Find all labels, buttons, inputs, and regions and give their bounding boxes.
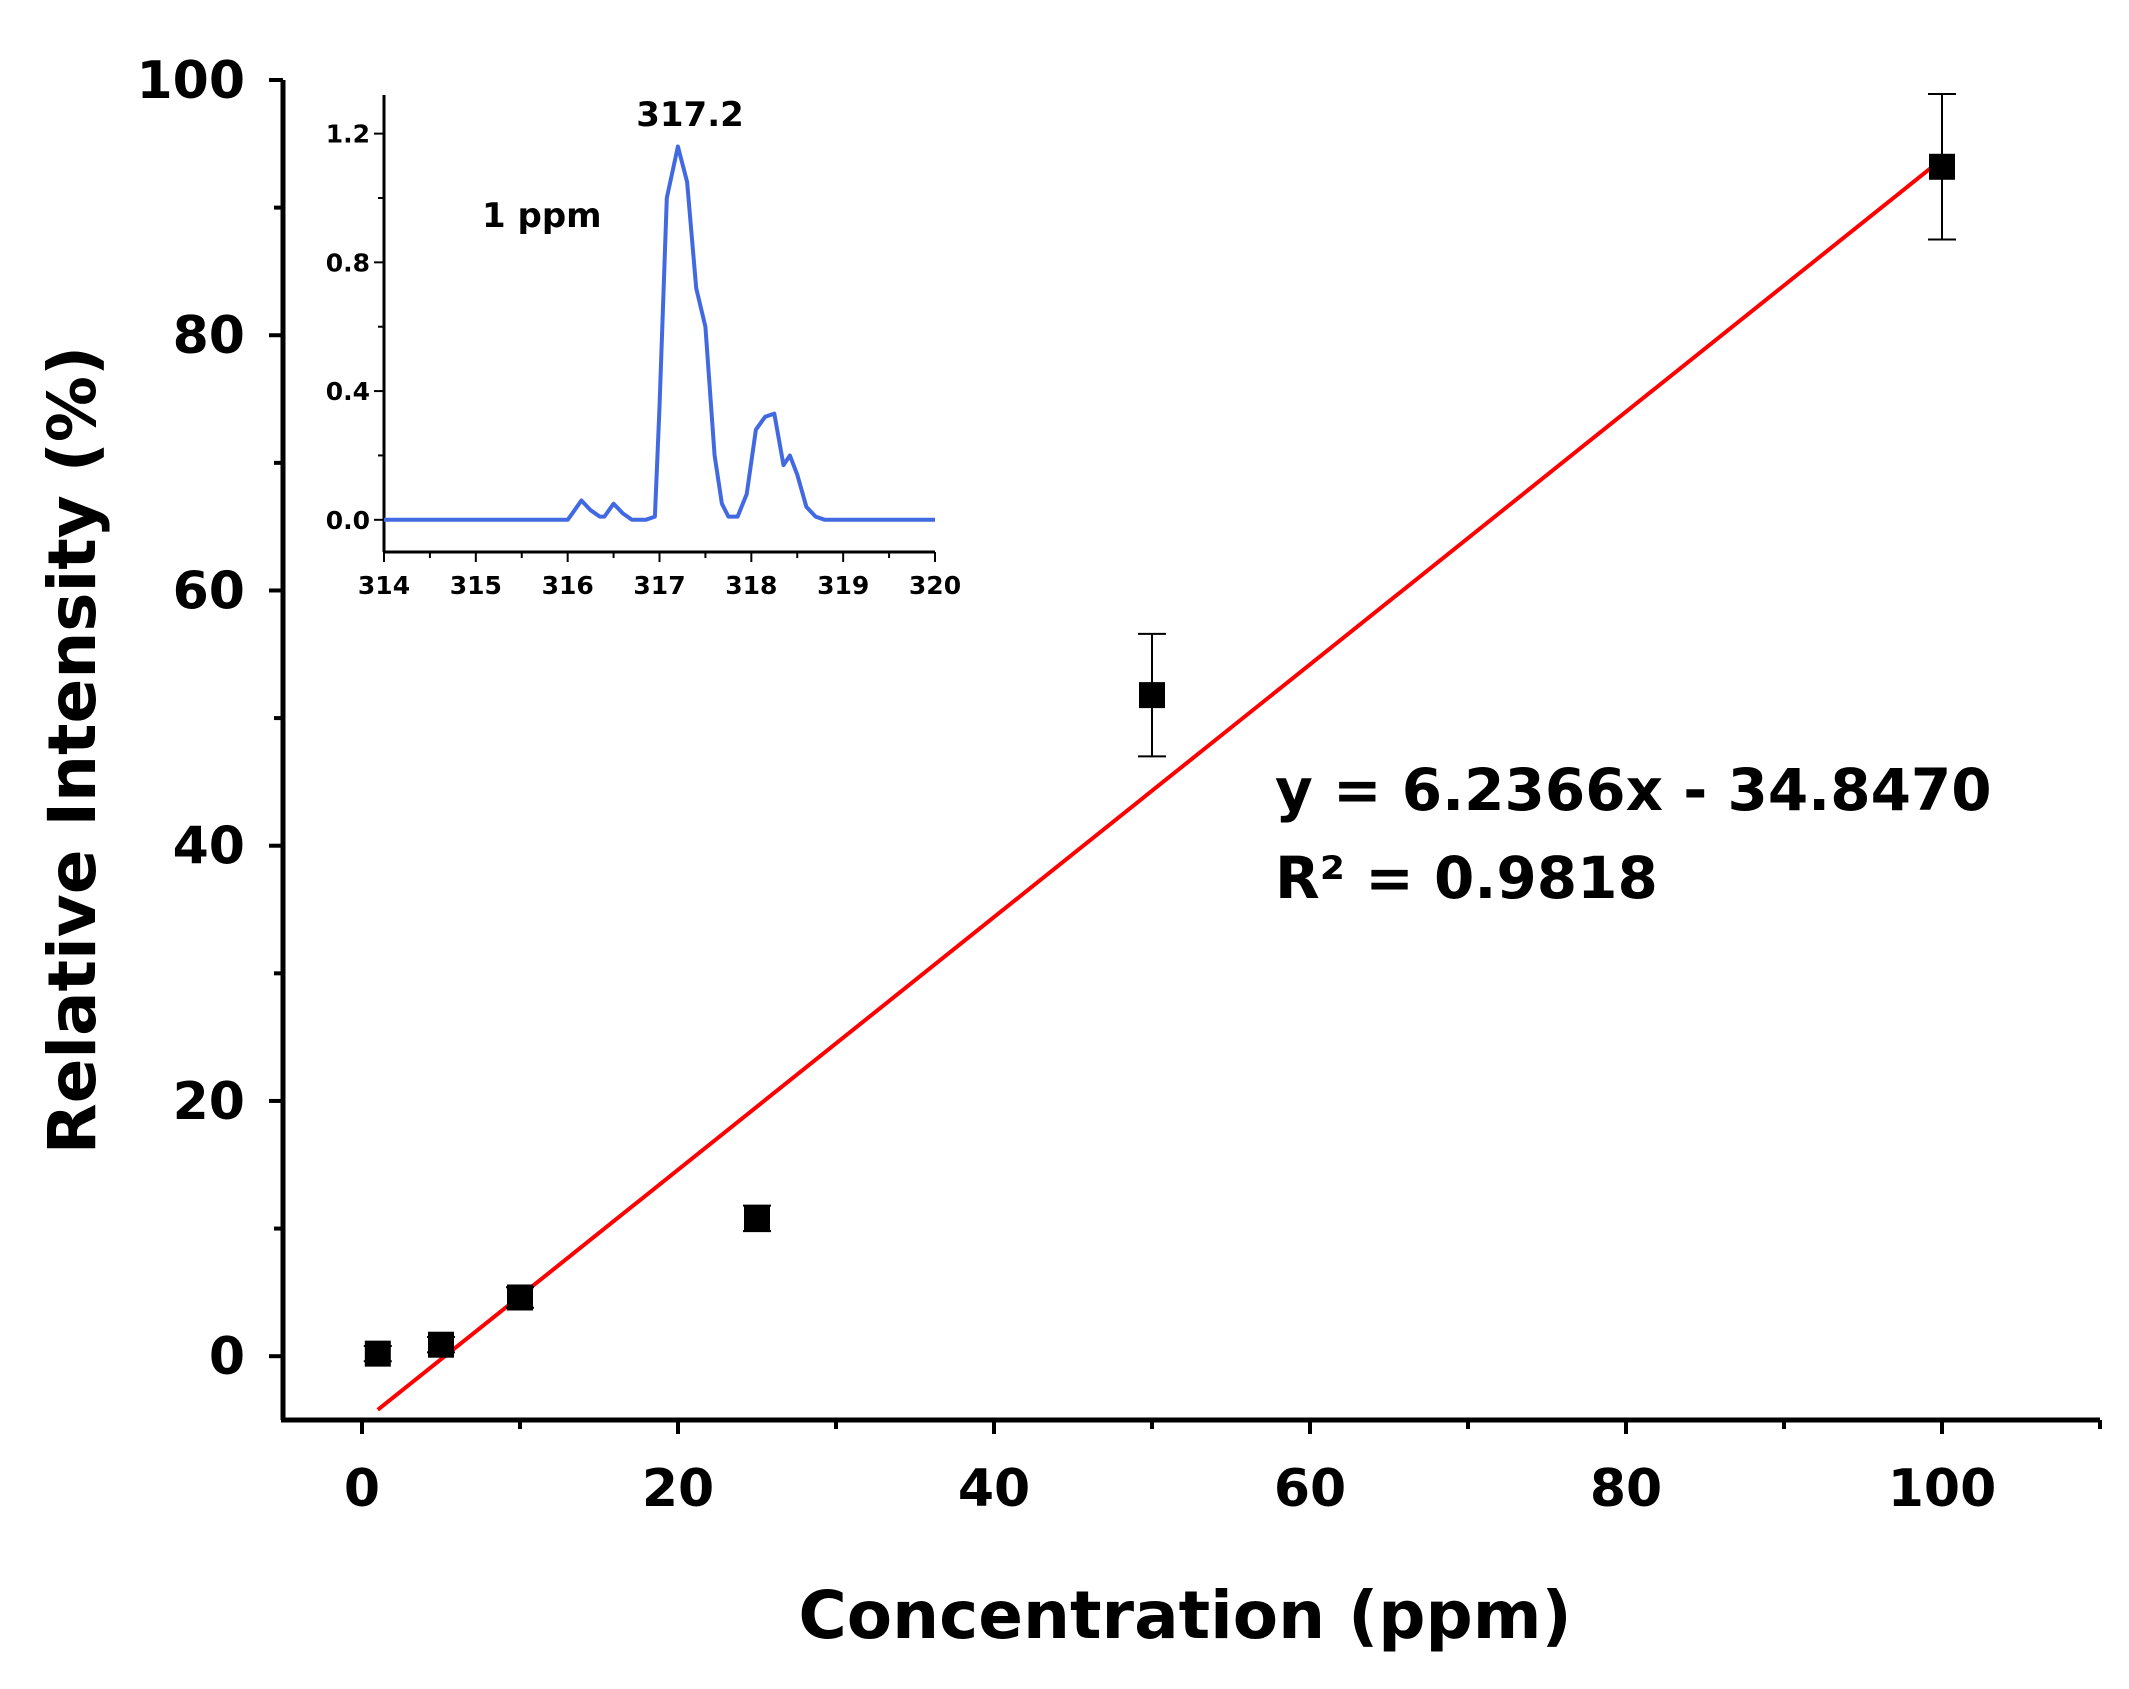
fit-equation: y = 6.2366x - 34.8470 bbox=[1275, 756, 1992, 824]
x-tick-label: 80 bbox=[1590, 1459, 1662, 1519]
inset-y-tick-label: 1.2 bbox=[326, 120, 370, 149]
y-axis-title: Relative Intensity (%) bbox=[34, 346, 111, 1154]
x-tick-label: 40 bbox=[958, 1459, 1030, 1519]
main-axes bbox=[280, 80, 2100, 1423]
data-point bbox=[1139, 682, 1165, 709]
x-axis-title: Concentration (ppm) bbox=[798, 1577, 1571, 1654]
inset-x-tick-label: 314 bbox=[358, 571, 410, 600]
data-point bbox=[507, 1284, 533, 1311]
fit-r-squared: R² = 0.9818 bbox=[1275, 844, 1658, 912]
fit-layer bbox=[376, 157, 1944, 1412]
data-point bbox=[364, 1340, 391, 1367]
inset-spectrum-line bbox=[384, 144, 935, 522]
inset-concentration-label: 1 ppm bbox=[482, 196, 602, 236]
y-tick-label: 100 bbox=[136, 51, 245, 111]
inset-x-tick-label: 316 bbox=[542, 571, 594, 600]
main-ticks: 0 20 40 60 80 100 0 20 40 60 80 100 bbox=[136, 51, 2102, 1519]
inset-x-tick-label: 320 bbox=[909, 571, 961, 600]
x-tick-label: 100 bbox=[1888, 1459, 1997, 1519]
points-layer bbox=[363, 93, 1956, 1367]
data-point bbox=[744, 1205, 770, 1232]
y-tick-label: 80 bbox=[173, 306, 245, 366]
x-tick-label: 60 bbox=[1274, 1459, 1346, 1519]
inset-x-tick-label: 317 bbox=[633, 571, 685, 600]
y-tick-label: 20 bbox=[173, 1072, 245, 1132]
inset-x-tick-label: 315 bbox=[450, 571, 502, 600]
fit-line bbox=[376, 157, 1944, 1412]
y-tick-label: 0 bbox=[209, 1327, 245, 1387]
y-tick-label: 60 bbox=[173, 561, 245, 621]
inset-y-tick-label: 0.8 bbox=[326, 248, 370, 277]
y-tick-label: 40 bbox=[173, 817, 245, 877]
inset-x-tick-label: 319 bbox=[817, 571, 869, 600]
x-tick-label: 20 bbox=[642, 1459, 714, 1519]
inset-y-tick-label: 0.0 bbox=[326, 506, 370, 535]
data-point bbox=[428, 1331, 454, 1358]
inset-chart: 314 315 316 317 318 319 320 0.0 0.4 0.8 1.2 bbox=[326, 95, 961, 600]
inset-x-tick-label: 318 bbox=[725, 571, 777, 600]
data-point bbox=[1929, 153, 1955, 180]
x-tick-label: 0 bbox=[344, 1459, 380, 1519]
inset-y-tick-label: 0.4 bbox=[326, 377, 370, 406]
inset-peak-label: 317.2 bbox=[636, 95, 744, 135]
